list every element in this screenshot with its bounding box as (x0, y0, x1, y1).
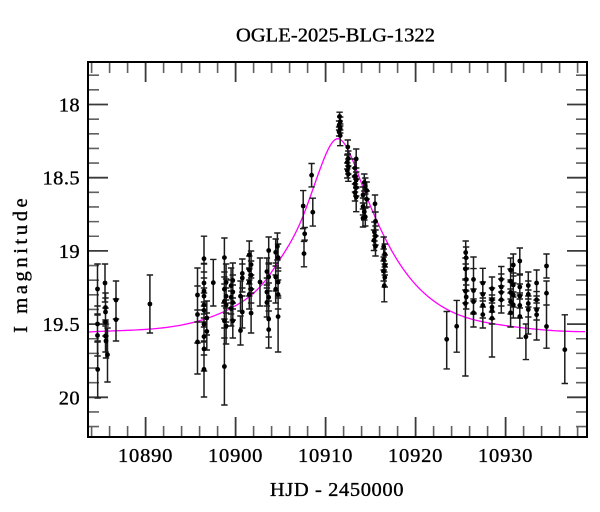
svg-text:10930: 10930 (478, 445, 533, 467)
svg-text:19: 19 (59, 241, 80, 263)
svg-text:10920: 10920 (388, 445, 443, 467)
svg-text:10910: 10910 (298, 445, 353, 467)
svg-text:20: 20 (59, 387, 80, 409)
svg-text:18: 18 (59, 95, 80, 117)
svg-text:19.5: 19.5 (43, 314, 80, 336)
svg-text:10900: 10900 (208, 445, 263, 467)
svg-text:18.5: 18.5 (43, 168, 80, 190)
svg-text:OGLE-2025-BLG-1322: OGLE-2025-BLG-1322 (236, 25, 435, 47)
svg-text:HJD - 2450000: HJD - 2450000 (270, 479, 404, 501)
svg-text:I magnitude: I magnitude (10, 195, 32, 333)
svg-text:10890: 10890 (118, 445, 173, 467)
